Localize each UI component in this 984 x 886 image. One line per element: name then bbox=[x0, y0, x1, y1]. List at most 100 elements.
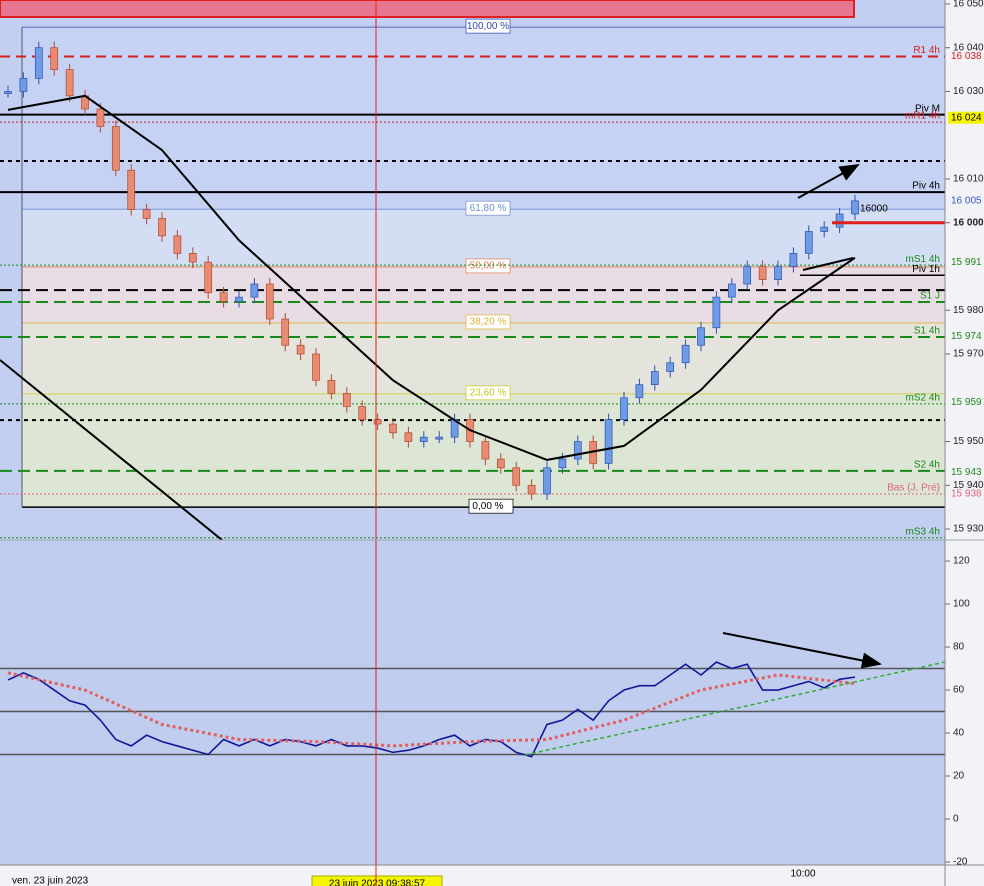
y-tick-label: 15 950 bbox=[953, 436, 984, 447]
level-label: S1 4h bbox=[914, 326, 940, 337]
price-label-box bbox=[948, 256, 984, 269]
level-label: mS2 4h bbox=[906, 393, 940, 404]
candle bbox=[312, 353, 320, 381]
y-tick-label: 16 040 bbox=[953, 42, 984, 53]
price-label: 15 943 bbox=[951, 467, 982, 478]
candle bbox=[50, 47, 59, 70]
candle bbox=[727, 283, 736, 298]
price-label: 16 024 bbox=[951, 112, 982, 123]
level-label: Piv M bbox=[915, 103, 940, 114]
candle bbox=[158, 218, 166, 237]
price-label: 15 938 bbox=[951, 489, 982, 500]
candle bbox=[758, 266, 767, 280]
axis-background bbox=[945, 0, 984, 886]
candle bbox=[820, 226, 829, 232]
candle bbox=[173, 235, 182, 254]
candle bbox=[851, 200, 859, 215]
price-label-box bbox=[948, 396, 984, 409]
candle bbox=[712, 296, 721, 329]
fib-band bbox=[22, 27, 945, 210]
fib-label: 0,00 % bbox=[472, 501, 503, 512]
rsi-background bbox=[0, 540, 945, 865]
y-tick-label: 120 bbox=[953, 556, 970, 567]
candle bbox=[419, 436, 428, 442]
candle bbox=[620, 397, 628, 421]
candle bbox=[835, 213, 844, 228]
candle bbox=[681, 344, 690, 364]
candle bbox=[512, 467, 521, 486]
candle bbox=[34, 47, 43, 79]
candle bbox=[342, 393, 351, 407]
y-tick-label: 15 940 bbox=[953, 480, 984, 491]
y-tick-label: 16 010 bbox=[953, 174, 984, 185]
candle bbox=[804, 231, 813, 254]
crosshair-time-box bbox=[311, 875, 443, 886]
level-label: mS1 4h bbox=[906, 254, 940, 265]
price-label-box bbox=[948, 488, 984, 501]
price-label-box bbox=[948, 330, 984, 343]
candle bbox=[604, 419, 613, 464]
candle bbox=[111, 126, 120, 171]
candle bbox=[250, 283, 259, 298]
candle bbox=[774, 266, 782, 280]
candle bbox=[650, 371, 659, 386]
y-tick-label: 15 980 bbox=[953, 305, 984, 316]
candle bbox=[358, 406, 367, 421]
y-tick-label: 100 bbox=[953, 599, 970, 610]
arrow bbox=[797, 164, 860, 199]
candle bbox=[19, 77, 28, 92]
fib-label: 61,80 % bbox=[470, 203, 507, 214]
level-label: R1 4h bbox=[913, 45, 940, 56]
annotation: 16000 bbox=[860, 203, 888, 214]
y-tick-label: 0 bbox=[953, 814, 959, 825]
candle bbox=[219, 292, 228, 302]
fib-label-box bbox=[465, 385, 511, 401]
candle bbox=[296, 344, 305, 355]
fib-label-box bbox=[465, 18, 511, 34]
y-tick-label: 80 bbox=[953, 642, 965, 653]
candle bbox=[142, 209, 151, 219]
price-label: 16 005 bbox=[951, 195, 982, 206]
price-label: 15 991 bbox=[951, 257, 982, 268]
candle bbox=[635, 384, 644, 399]
candle bbox=[558, 458, 567, 469]
fib-label-box bbox=[465, 314, 511, 330]
candle bbox=[743, 266, 752, 285]
time-label: ven. 23 juin 2023 bbox=[12, 876, 89, 886]
price-label: 15 959 bbox=[951, 397, 982, 408]
y-tick-label: 16 000 bbox=[953, 217, 984, 228]
fib-label-box bbox=[468, 498, 514, 514]
y-tick-label: 40 bbox=[953, 728, 965, 739]
candle bbox=[789, 253, 798, 267]
candle bbox=[327, 379, 336, 394]
y-tick-label: 60 bbox=[953, 685, 965, 696]
y-tick-label: 15 970 bbox=[953, 349, 984, 360]
candle bbox=[65, 69, 74, 97]
moving-average bbox=[7, 94, 856, 461]
candle bbox=[666, 362, 675, 372]
candle bbox=[404, 432, 413, 442]
candle bbox=[481, 441, 490, 460]
y-tick-label: 16 030 bbox=[953, 86, 984, 97]
level-label: Piv 4h bbox=[912, 181, 940, 192]
level-label: mS3 4h bbox=[906, 526, 940, 537]
trendline bbox=[0, 359, 223, 541]
fib-label: 50,00 % bbox=[470, 261, 507, 272]
price-label-box bbox=[948, 50, 984, 63]
level-label: S2 4h bbox=[914, 459, 940, 470]
fib-band bbox=[22, 266, 945, 323]
arrow bbox=[722, 632, 882, 669]
fib-label-box bbox=[465, 200, 511, 216]
level-label: S1 J bbox=[920, 291, 940, 302]
level-label: mR1 4h bbox=[905, 111, 940, 122]
price-label: 15 974 bbox=[951, 331, 982, 342]
level-label: Bas (J, Pré) bbox=[887, 483, 940, 494]
time-label: 10:00 bbox=[790, 869, 815, 880]
y-tick-label: 15 930 bbox=[953, 524, 984, 535]
candle bbox=[281, 318, 290, 346]
fib-label: 100,00 % bbox=[467, 21, 509, 32]
candle bbox=[697, 327, 705, 346]
candle bbox=[96, 108, 105, 127]
y-tick-label: 20 bbox=[953, 771, 965, 782]
fib-label-box bbox=[465, 258, 511, 274]
